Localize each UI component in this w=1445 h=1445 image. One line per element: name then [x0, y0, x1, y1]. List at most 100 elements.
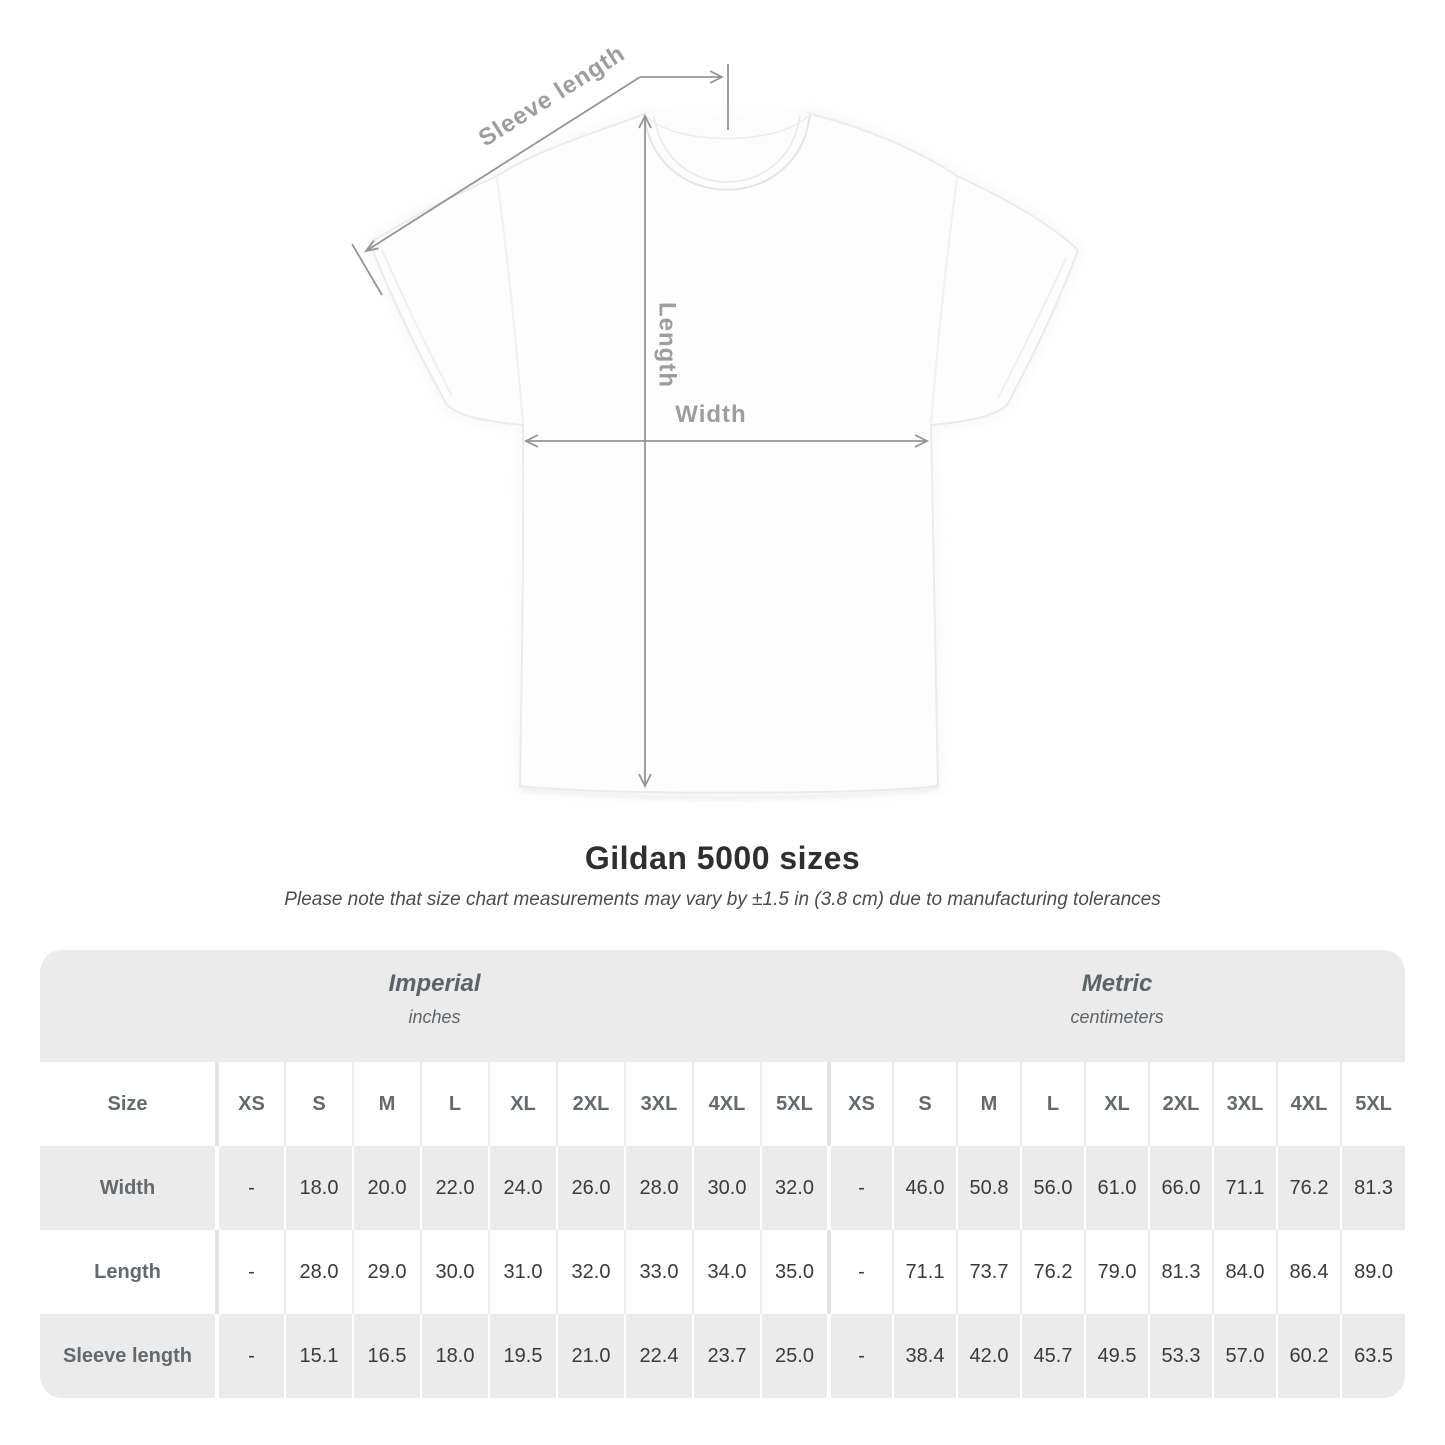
heading-block: Gildan 5000 sizes Please note that size …	[0, 840, 1445, 911]
table-cell: -	[215, 1230, 285, 1314]
table-cell: 53.3	[1148, 1314, 1214, 1398]
tshirt-measurement-diagram: Sleeve length Length Width	[351, 40, 1081, 800]
collar-outer-line	[643, 113, 811, 191]
table-cell: 22.0	[420, 1146, 489, 1230]
col-header: 3XL	[624, 1062, 693, 1146]
unit-group-imperial: Imperial inches	[40, 950, 830, 1062]
tshirt-body-path	[368, 112, 1080, 794]
col-header: M	[352, 1062, 421, 1146]
table-cell: -	[827, 1230, 894, 1314]
table-cell: -	[215, 1146, 285, 1230]
col-header: L	[420, 1062, 489, 1146]
unit-group-sublabel: inches	[408, 1007, 461, 1027]
col-header: S	[284, 1062, 353, 1146]
table-cell: 79.0	[1084, 1230, 1150, 1314]
table-cell: 46.0	[892, 1146, 958, 1230]
table-cell: 49.5	[1084, 1314, 1150, 1398]
table-cell: 18.0	[284, 1146, 353, 1230]
table-cell: 28.0	[624, 1146, 693, 1230]
table-cell: 28.0	[284, 1230, 353, 1314]
table-cell: 33.0	[624, 1230, 693, 1314]
size-table: Imperial inches Metric centimeters Size …	[40, 950, 1405, 1398]
table-cell: 21.0	[556, 1314, 625, 1398]
table-cell: 73.7	[956, 1230, 1022, 1314]
table-cell: -	[215, 1314, 285, 1398]
table-cell: 60.2	[1276, 1314, 1342, 1398]
table-cell: 71.1	[892, 1230, 958, 1314]
table-cell: 22.4	[624, 1314, 693, 1398]
col-header: 5XL	[1340, 1062, 1405, 1146]
table-cell: 57.0	[1212, 1314, 1278, 1398]
table-cell: 32.0	[556, 1230, 625, 1314]
table-cell: 31.0	[488, 1230, 557, 1314]
collar-rib-line	[653, 115, 801, 183]
table-cell: 20.0	[352, 1146, 421, 1230]
tolerance-note: Please note that size chart measurements…	[284, 889, 1161, 910]
col-header: XS	[215, 1062, 285, 1146]
unit-group-metric: Metric centimeters	[829, 950, 1405, 1062]
table-cell: 50.8	[956, 1146, 1022, 1230]
right-cuff-fold	[997, 257, 1067, 399]
table-row-sleeve-length: Sleeve length - 15.1 16.5 18.0 19.5 21.0…	[40, 1314, 1405, 1398]
width-dimension: Width	[523, 401, 930, 448]
length-dimension: Length	[638, 113, 681, 789]
table-cell: 89.0	[1340, 1230, 1405, 1314]
table-cell: 42.0	[956, 1314, 1022, 1398]
table-cell: 16.5	[352, 1314, 421, 1398]
col-header: S	[892, 1062, 958, 1146]
col-header: 2XL	[1148, 1062, 1214, 1146]
unit-group-row: Imperial inches Metric centimeters	[40, 950, 1405, 1062]
table-cell: 56.0	[1020, 1146, 1086, 1230]
table-cell: 23.7	[692, 1314, 761, 1398]
collar-back-seam	[645, 115, 809, 140]
length-label: Length	[654, 302, 681, 388]
table-cell: 71.1	[1212, 1146, 1278, 1230]
table-cell: 63.5	[1340, 1314, 1405, 1398]
table-cell: 76.2	[1020, 1230, 1086, 1314]
table-cell: 66.0	[1148, 1146, 1214, 1230]
table-cell: 25.0	[759, 1314, 830, 1398]
table-cell: 18.0	[420, 1314, 489, 1398]
unit-group-label: Imperial	[388, 970, 481, 997]
table-cell: 30.0	[692, 1146, 761, 1230]
table-cell: 24.0	[488, 1146, 557, 1230]
table-cell: 15.1	[284, 1314, 353, 1398]
table-cell: 45.7	[1020, 1314, 1086, 1398]
table-cell: 86.4	[1276, 1230, 1342, 1314]
table-cell: 81.3	[1340, 1146, 1405, 1230]
row-label: Length	[40, 1230, 217, 1314]
page-title: Gildan 5000 sizes	[584, 840, 861, 876]
unit-group-sublabel: centimeters	[1070, 1007, 1164, 1027]
table-cell: 35.0	[759, 1230, 830, 1314]
unit-group-label: Metric	[1081, 970, 1153, 997]
col-header: 3XL	[1212, 1062, 1278, 1146]
table-row-width: Width - 18.0 20.0 22.0 24.0 26.0 28.0 30…	[40, 1146, 1405, 1230]
hem-shadow	[520, 786, 939, 800]
table-cell: 30.0	[420, 1230, 489, 1314]
col-header: XL	[1084, 1062, 1150, 1146]
table-cell: 29.0	[352, 1230, 421, 1314]
table-cell: 34.0	[692, 1230, 761, 1314]
row-label: Width	[40, 1146, 217, 1230]
right-sleeve-seam	[930, 177, 958, 424]
table-cell: -	[827, 1146, 894, 1230]
left-cuff-fold	[381, 249, 453, 397]
table-row-length: Length - 28.0 29.0 30.0 31.0 32.0 33.0 3…	[40, 1230, 1405, 1314]
table-cell: 26.0	[556, 1146, 625, 1230]
col-header: XL	[488, 1062, 557, 1146]
col-header: XS	[827, 1062, 894, 1146]
col-header: 2XL	[556, 1062, 625, 1146]
table-cell: 38.4	[892, 1314, 958, 1398]
table-cell: 84.0	[1212, 1230, 1278, 1314]
width-label: Width	[675, 401, 746, 428]
size-header-row: Size XS S M L XL 2XL 3XL 4XL 5XL XS S M …	[40, 1062, 1405, 1146]
col-header: 4XL	[1276, 1062, 1342, 1146]
table-cell: 61.0	[1084, 1146, 1150, 1230]
table-cell: 81.3	[1148, 1230, 1214, 1314]
col-header-size: Size	[40, 1062, 217, 1146]
table-cell: 32.0	[759, 1146, 830, 1230]
col-header: M	[956, 1062, 1022, 1146]
table-cell: 76.2	[1276, 1146, 1342, 1230]
table-cell: -	[827, 1314, 894, 1398]
